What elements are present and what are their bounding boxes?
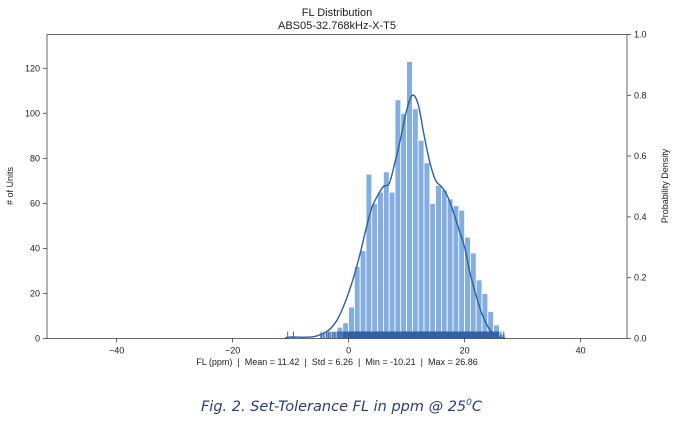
x-tick-label: 0 xyxy=(346,346,351,356)
histogram-bar xyxy=(406,61,413,339)
y-tick-label: 40 xyxy=(30,243,40,253)
y2-tick-label: 0.2 xyxy=(634,273,647,283)
histogram-bar xyxy=(377,191,384,339)
histogram-bar xyxy=(429,202,436,339)
histogram-bar xyxy=(435,184,442,339)
chart-title: FL Distribution xyxy=(302,7,373,19)
histogram-bar xyxy=(382,171,390,339)
histogram-bar xyxy=(446,198,454,339)
y-tick-label: 80 xyxy=(30,153,40,163)
y-tick-label: 60 xyxy=(30,198,40,208)
plot-frame xyxy=(46,34,628,339)
histogram-bar xyxy=(400,112,407,339)
histogram-bar xyxy=(353,266,361,339)
y-tick-label: 20 xyxy=(30,288,40,298)
histogram-bar xyxy=(411,108,419,339)
y2-tick-label: 0.6 xyxy=(634,151,647,161)
y-axis-ticks: 0 20 40 60 80 100 120 xyxy=(25,63,47,344)
y-tick-label: 0 xyxy=(35,334,40,344)
fl-distribution-chart: FL Distribution ABS05-32.768kHz-X-T5 −40… xyxy=(5,7,670,367)
x-tick-label: 40 xyxy=(576,346,586,356)
x-tick-label: 20 xyxy=(460,346,470,356)
rug-marks xyxy=(287,331,505,339)
caption-suffix: C xyxy=(471,399,483,415)
histogram-bar xyxy=(475,279,483,339)
y-axis-label: # of Units xyxy=(5,166,15,205)
histogram-bar xyxy=(440,189,448,339)
kde-curve xyxy=(284,94,506,340)
histogram-bar xyxy=(469,252,477,339)
histogram-bars xyxy=(284,61,506,339)
caption-degree: 0 xyxy=(466,398,472,408)
x-tick-label: −20 xyxy=(225,346,240,356)
y2-tick-label: 1.0 xyxy=(634,30,647,40)
y-tick-label: 100 xyxy=(25,108,40,118)
y2-tick-label: 0.0 xyxy=(634,334,647,344)
y2-axis-label: Probability Density xyxy=(660,148,670,223)
x-axis-label: FL (ppm) | Mean = 11.42 | Std = 6.26 | M… xyxy=(196,357,478,367)
histogram-bar xyxy=(423,162,431,339)
y-tick-label: 120 xyxy=(25,63,40,73)
histogram-bar xyxy=(359,250,367,339)
figure-caption: Fig. 2. Set-Tolerance FL in ppm @ 250C xyxy=(0,398,683,415)
chart-subtitle: ABS05-32.768kHz-X-T5 xyxy=(278,20,396,32)
y2-tick-label: 0.4 xyxy=(634,212,647,222)
histogram-bar xyxy=(388,191,396,339)
histogram-bar xyxy=(458,209,465,339)
histogram-bar xyxy=(371,202,378,339)
histogram-bar xyxy=(417,139,425,339)
y2-tick-label: 0.8 xyxy=(634,90,647,100)
caption-text: Fig. 2. Set-Tolerance FL in ppm @ 25 xyxy=(200,399,467,415)
x-tick-label: −40 xyxy=(109,346,124,356)
x-axis-ticks: −40 −20 0 20 40 xyxy=(109,338,586,356)
histogram-bar xyxy=(394,99,402,339)
y2-axis-ticks: 0.0 0.2 0.4 0.6 0.8 1.0 xyxy=(627,30,647,344)
histogram-bar xyxy=(365,173,373,339)
